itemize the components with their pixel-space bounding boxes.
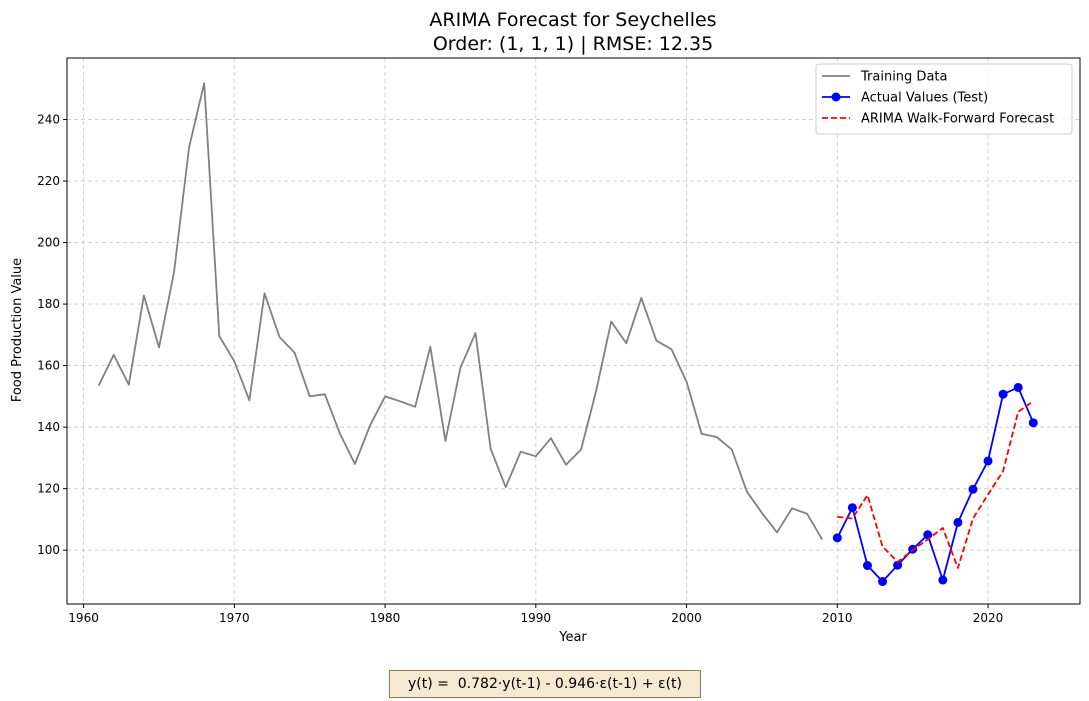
legend-label-forecast: ARIMA Walk-Forward Forecast (861, 112, 1054, 127)
x-tick-label: 1980 (370, 611, 401, 625)
y-tick-label: 180 (37, 297, 60, 311)
data-point-actual (862, 561, 872, 571)
legend-label-actual: Actual Values (Test) (861, 91, 988, 106)
data-point-actual (832, 533, 842, 543)
data-point-actual (1013, 382, 1023, 392)
x-tick-label: 1960 (68, 611, 99, 625)
x-tick-label: 1970 (219, 611, 250, 625)
series-layer (97, 82, 1038, 587)
chart-subtitle: Order: (1, 1, 1) | RMSE: 12.35 (433, 33, 713, 55)
series-line-training (97, 82, 823, 540)
data-point-actual (1028, 418, 1038, 428)
y-tick-label: 140 (37, 420, 60, 434)
data-point-actual (968, 484, 978, 494)
legend-box (815, 63, 1073, 135)
y-tick-label: 120 (37, 482, 60, 496)
series-line-forecast (837, 400, 1034, 569)
data-point-actual (878, 577, 888, 587)
data-point-actual (893, 560, 903, 570)
legend-marker-actual (831, 92, 841, 102)
y-axis-label: Food Production Value (10, 258, 25, 402)
y-tick-label: 220 (37, 174, 60, 188)
x-tick-label: 2020 (973, 611, 1004, 625)
y-tick-label: 240 (37, 113, 60, 127)
x-tick-label: 2010 (822, 611, 853, 625)
y-tick-label: 200 (37, 236, 60, 250)
chart-title: ARIMA Forecast for Seychelles (429, 9, 716, 31)
series-line-actual (836, 386, 1035, 583)
x-tick-label: 2000 (671, 611, 702, 625)
legend-label-training: Training Data (860, 70, 947, 85)
data-point-actual (998, 389, 1008, 399)
data-point-actual (847, 503, 857, 513)
data-point-actual (923, 530, 933, 540)
axis-ticks: 1960 1970 1980 1990 2000 2010 2020 100 120 140 160… (37, 113, 1003, 625)
y-tick-label: 160 (37, 359, 60, 373)
y-tick-label: 100 (37, 543, 60, 557)
data-point-actual (938, 575, 948, 585)
data-point-actual (953, 517, 963, 527)
equation-annotation: y(t) = 0.782·y(t-1) - 0.946·ε(t-1) + ε(t… (389, 670, 701, 698)
legend: Training Data Actual Values (Test) ARIMA… (815, 63, 1073, 135)
grid-lines (67, 58, 1080, 604)
x-tick-label: 1990 (521, 611, 552, 625)
plot-frame (66, 57, 1081, 605)
x-axis-label: Year (558, 630, 587, 645)
data-point-actual (983, 456, 993, 466)
